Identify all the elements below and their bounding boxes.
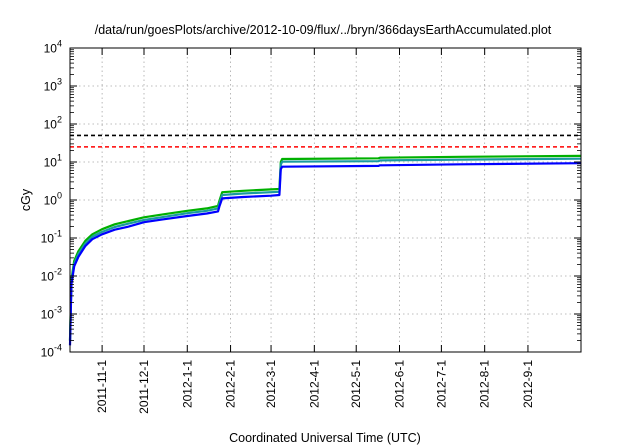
y-tick-label: 10-4	[41, 343, 62, 360]
y-tick-label: 102	[44, 115, 62, 132]
x-tick-label: 2012-2-1	[224, 360, 238, 408]
grid	[70, 48, 581, 352]
y-tick-label: 10-1	[41, 229, 62, 246]
y-tick-label: 104	[44, 39, 62, 56]
x-tick-label: 2012-8-1	[478, 360, 492, 408]
reference-lines	[70, 134, 581, 148]
y-axis-label: cGy	[19, 188, 33, 211]
x-tick-label: 2012-7-1	[434, 360, 448, 408]
y-tick-label: 100	[44, 191, 62, 208]
x-tick-label: 2012-4-1	[307, 360, 321, 408]
y-tick-label: 10-3	[41, 305, 62, 322]
x-axis-ticks: 2011-11-1 2011-12-1 2012-1-1 2012-2-1 2012-3…	[95, 48, 535, 414]
chart-title: /data/run/goesPlots/archive/2012-10-09/f…	[95, 23, 552, 37]
series-line	[68, 154, 582, 341]
y-tick-label: 101	[44, 153, 62, 170]
x-tick-label: 2012-3-1	[264, 360, 278, 408]
x-axis-label: Coordinated Universal Time (UTC)	[229, 431, 421, 445]
series-line	[68, 162, 582, 346]
y-tick-label: 10-2	[41, 267, 62, 284]
x-tick-label: 2011-12-1	[137, 360, 151, 414]
x-tick-label: 2012-6-1	[392, 360, 406, 408]
x-tick-label: 2012-5-1	[349, 360, 363, 408]
y-axis-ticks: 10-4 10-3 10-2 10-1 100 101 102 103 104	[41, 39, 581, 360]
x-tick-label: 2011-11-1	[95, 360, 109, 413]
series-line	[68, 157, 582, 341]
series-lines	[68, 154, 582, 346]
x-tick-label: 2012-9-1	[521, 360, 535, 408]
x-tick-label: 2012-1-1	[180, 360, 194, 408]
y-tick-label: 103	[44, 77, 62, 94]
